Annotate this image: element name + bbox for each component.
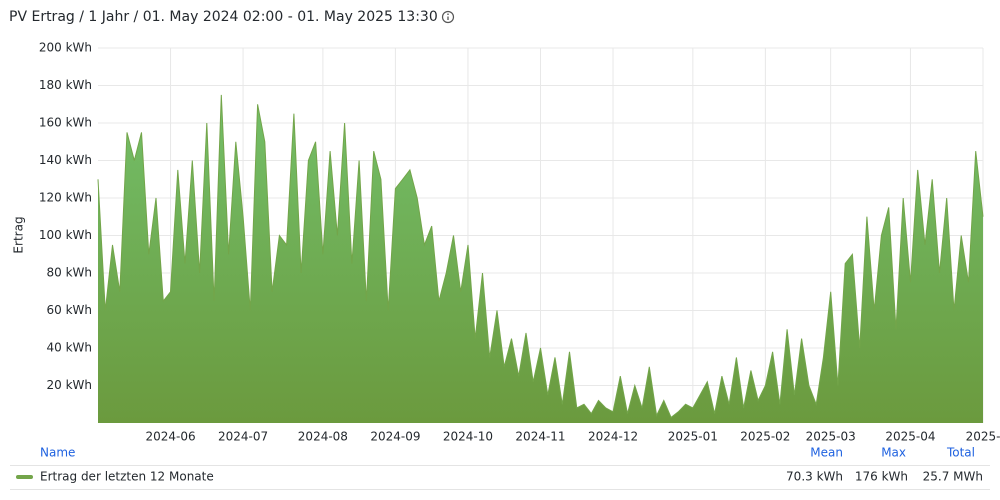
x-tick-label: 2024-08 xyxy=(298,430,348,444)
x-tick-label: 2025-04 xyxy=(885,430,935,444)
legend-stat: 176 kWh xyxy=(855,470,908,484)
y-tick-label: 140 kWh xyxy=(39,153,92,167)
y-tick-label: 20 kWh xyxy=(46,378,92,392)
x-tick-label: 2025- xyxy=(966,430,1000,444)
x-tick-label: 2024-06 xyxy=(145,430,195,444)
legend-header: Max xyxy=(881,446,906,460)
line xyxy=(97,94,984,419)
y-tick-label: 200 kWh xyxy=(39,41,92,55)
x-tick-label: 2024-07 xyxy=(218,430,268,444)
y-tick-label: 80 kWh xyxy=(46,266,92,280)
y-tick-label: 180 kWh xyxy=(39,78,92,92)
legend-name[interactable]: Ertrag der letzten 12 Monate xyxy=(40,470,214,484)
legend-header: Total xyxy=(946,446,975,460)
x-tick-label: 2024-10 xyxy=(443,430,493,444)
y-tick-label: 160 kWh xyxy=(39,116,92,130)
y-tick-label: 40 kWh xyxy=(46,341,92,355)
x-tick-label: 2024-12 xyxy=(588,430,638,444)
y-tick-label: 120 kWh xyxy=(39,191,92,205)
area xyxy=(98,94,983,424)
x-tick-label: 2025-03 xyxy=(806,430,856,444)
x-tick-label: 2024-09 xyxy=(370,430,420,444)
legend-header: Mean xyxy=(810,446,843,460)
panel-title: PV Ertrag / 1 Jahr / 01. May 2024 02:00 … xyxy=(9,9,438,25)
x-tick-label: 2025-02 xyxy=(740,430,790,444)
y-tick-label: 60 kWh xyxy=(46,303,92,317)
y-tick-label: 100 kWh xyxy=(39,228,92,242)
x-tick-label: 2024-11 xyxy=(515,430,565,444)
x-tick-label: 2025-01 xyxy=(668,430,718,444)
legend-stat: 70.3 kWh xyxy=(786,470,843,484)
legend-header: Name xyxy=(40,446,75,460)
legend-stat: 25.7 MWh xyxy=(923,470,983,484)
y-axis-label: Ertrag xyxy=(12,216,26,253)
info-icon[interactable] xyxy=(441,10,455,24)
